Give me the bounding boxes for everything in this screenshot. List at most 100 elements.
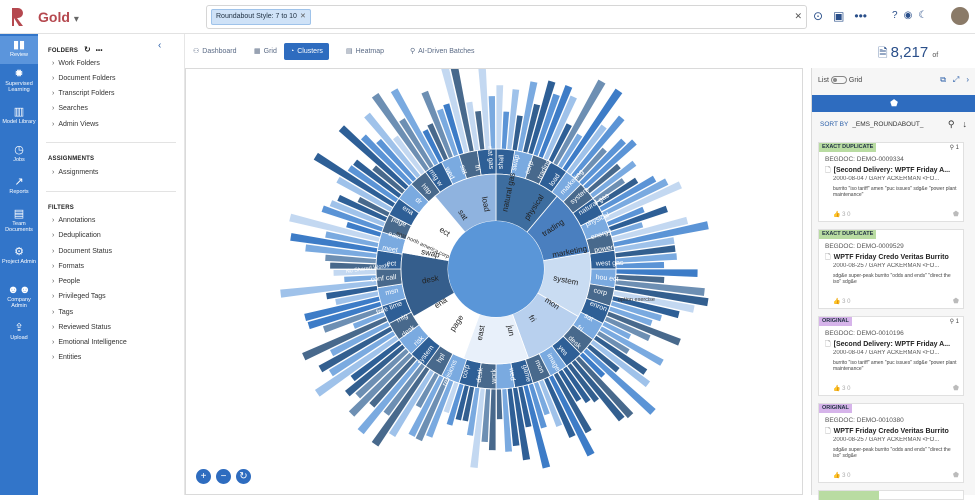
collapse-panel-icon[interactable]: ‹ <box>158 40 162 51</box>
attachment-icon: ⚲ 1 <box>949 319 959 325</box>
tree-document-folders[interactable]: › Document Folders <box>52 75 116 82</box>
nav-label: Supervised Learning <box>5 81 33 93</box>
doc-footer: 👍 3 0 <box>833 385 851 392</box>
open-external-icon[interactable]: ⧉ <box>940 75 946 84</box>
nav-upload[interactable]: ⇪ Upload <box>0 322 38 346</box>
search-chip[interactable]: Roundabout Style: 7 to 10 ✕ <box>211 9 311 25</box>
moon-icon[interactable]: ☾ <box>918 10 928 21</box>
sort-control[interactable]: SORT BY _EMS_ROUNDABOUT_ <box>820 121 923 128</box>
tab-clusters[interactable]: ◔ Clusters <box>284 43 329 60</box>
help-icon[interactable]: ? <box>892 10 898 21</box>
tag-icon[interactable]: ⬟ <box>952 211 959 218</box>
tree-work-folders[interactable]: › Work Folders <box>52 60 100 67</box>
cluster-label: corp <box>593 287 608 297</box>
sunburst-chart[interactable]: natural gas physicaltradingmarketingsyste… <box>186 69 803 495</box>
tab-dashboard[interactable]: ⚇ Dashboard <box>187 43 243 60</box>
filter-emotional-intelligence[interactable]: › Emotional Intelligence <box>52 339 127 346</box>
cluster-center[interactable] <box>448 221 544 317</box>
tree-label: Annotations <box>58 217 96 224</box>
reset-view-button[interactable]: ↻ <box>236 469 251 484</box>
document-card[interactable] <box>818 490 964 500</box>
document-card[interactable]: ORIGINAL BEGDOC: DEMO-0010380 🗋 WPTF Frid… <box>818 403 964 483</box>
filter-annotations[interactable]: › Annotations <box>52 217 95 224</box>
documents-icon: ▤ <box>13 208 25 220</box>
chevron-right-icon: › <box>52 60 55 67</box>
document-card[interactable]: ORIGINAL ⚲ 1 BEGDOC: DEMO-0010196 🗋 [Seco… <box>818 316 964 396</box>
eye-icon[interactable]: ◉ <box>903 10 913 21</box>
doc-meta: 2000-08-25 / GARY ACKERMAN <FO... <box>833 263 940 269</box>
sort-direction-icon[interactable]: ↓ <box>962 119 968 129</box>
filter-document-status[interactable]: › Document Status <box>52 248 112 255</box>
filter-tags[interactable]: › Tags <box>52 309 73 316</box>
tree-assignments[interactable]: › Assignments <box>52 169 98 176</box>
file-icon: 🗋 <box>825 167 831 174</box>
nav-jobs[interactable]: ◷ Jobs <box>0 144 38 168</box>
expand-icon[interactable]: ⤢ <box>952 75 960 84</box>
doc-footer: 👍 3 0 <box>833 298 851 305</box>
tree-transcript-folders[interactable]: › Transcript Folders <box>52 90 115 97</box>
chip-close-icon[interactable]: ✕ <box>299 13 306 20</box>
doc-footer-counts: 3 0 <box>842 212 851 218</box>
search-bar[interactable]: Roundabout Style: 7 to 10 ✕ ✕ <box>206 5 807 29</box>
doc-title[interactable]: 🗋 WPTF Friday Credo Veritas Burrito <box>825 253 961 264</box>
filter-deduplication[interactable]: › Deduplication <box>52 232 101 239</box>
filter-people[interactable]: › People <box>52 278 80 285</box>
tag-icon[interactable]: ⬟ <box>952 385 959 392</box>
nav-company-admin[interactable]: ☻☻ Company Admin <box>0 284 38 314</box>
tag-icon[interactable]: ⬟ <box>952 472 959 479</box>
divider <box>46 191 176 192</box>
refresh-icon[interactable]: ↻ <box>83 45 91 54</box>
cluster-label: work <box>491 369 498 385</box>
cluster-leaf-segment[interactable] <box>496 388 504 420</box>
tree-label: Tags <box>58 309 74 316</box>
zoom-in-button[interactable]: + <box>196 469 211 484</box>
doc-footer: 👍 3 0 <box>833 211 851 218</box>
cluster-label: desk <box>421 273 440 285</box>
search-icon[interactable]: ⚲ <box>947 119 955 129</box>
save-icon[interactable]: ▣ <box>833 9 845 23</box>
nav-supervised-learning[interactable]: ✹ Supervised Learning <box>0 68 38 98</box>
filter-formats[interactable]: › Formats <box>52 263 84 270</box>
chevron-right-icon[interactable]: › <box>966 75 969 84</box>
filter-entities[interactable]: › Entities <box>52 354 81 361</box>
gear-icon: ⚙ <box>14 246 24 258</box>
filter-privileged-tags[interactable]: › Privileged Tags <box>52 293 106 300</box>
zoom-out-button[interactable]: − <box>216 469 231 484</box>
nav-team-documents[interactable]: ▤ Team Documents <box>0 208 38 238</box>
tab-ai-driven-batches[interactable]: ⚲ AI-Driven Batches <box>404 43 481 60</box>
nav-review[interactable]: ▮▮ Review <box>0 36 38 64</box>
tab-heatmap[interactable]: ▤ Heatmap <box>340 43 390 60</box>
tree-label: Reviewed Status <box>58 324 111 331</box>
nav-model-library[interactable]: ▥ Model Library <box>0 106 38 136</box>
tree-admin-views[interactable]: › Admin Views <box>52 121 99 128</box>
tag-icon[interactable]: ⬟ <box>952 298 959 305</box>
tree-searches[interactable]: › Searches <box>52 105 88 112</box>
clear-search-icon[interactable]: ✕ <box>794 11 802 21</box>
doc-title[interactable]: 🗋 [Second Delivery: WPTF Friday A... <box>825 340 961 351</box>
nav-project-admin[interactable]: ⚙ Project Admin <box>0 246 38 276</box>
cluster-visualization: natural gas physical trading marketing syste… <box>185 68 803 495</box>
nav-reports[interactable]: ↗ Reports <box>0 176 38 200</box>
view-toggle[interactable]: List Grid <box>818 76 862 84</box>
doc-title[interactable]: 🗋 WPTF Friday Credo Veritas Burrito <box>825 427 961 438</box>
document-card[interactable]: EXACT DUPLICATE BEGDOC: DEMO-0009529 🗋 WP… <box>818 229 964 309</box>
doc-id: BEGDOC: DEMO-0010196 <box>825 330 904 337</box>
bulb-icon: ✹ <box>14 68 24 80</box>
attachment-count: 1 <box>955 145 959 151</box>
filter-reviewed-status[interactable]: › Reviewed Status <box>52 324 111 331</box>
more-icon[interactable]: ••• <box>95 48 103 54</box>
target-icon[interactable]: ⊙ <box>813 9 824 23</box>
tag-button[interactable]: ⬟ <box>812 95 975 112</box>
document-card[interactable]: EXACT DUPLICATE ⚲ 1 BEGDOC: DEMO-0009334… <box>818 142 964 222</box>
avatar[interactable] <box>951 7 969 25</box>
doc-id: BEGDOC: DEMO-0009334 <box>825 156 904 163</box>
file-icon: 🗋 <box>825 428 831 435</box>
doc-title[interactable]: 🗋 [Second Delivery: WPTF Friday A... <box>825 166 961 177</box>
workspace-selector[interactable]: Gold ▾ <box>38 9 79 25</box>
list-grid-toggle[interactable] <box>830 76 847 84</box>
logo-icon[interactable] <box>10 6 26 26</box>
more-icon[interactable]: ••• <box>854 9 868 23</box>
tab-grid[interactable]: ▦ Grid <box>248 43 283 60</box>
chevron-right-icon: › <box>52 324 55 331</box>
chevron-right-icon: › <box>52 121 55 128</box>
